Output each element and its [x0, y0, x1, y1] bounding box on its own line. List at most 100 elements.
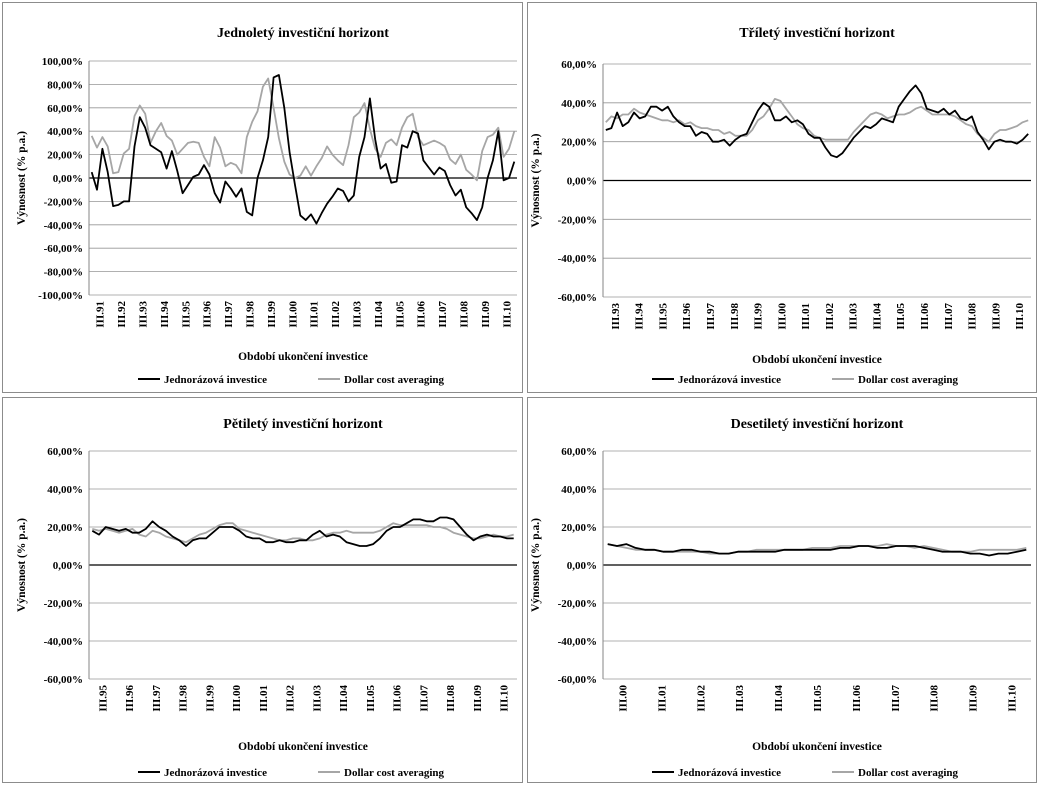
chart-svg: Tříletý investiční horizont 60,00% 40,00% 2… — [530, 26, 1031, 386]
chart-svg: Desetiletý investiční horizont 60,00% 40,0… — [530, 417, 1031, 779]
legend-label: Dollar cost averaging — [858, 767, 959, 779]
x-tick-label: III.03 — [734, 685, 746, 712]
x-tick-label: III.93 — [610, 303, 622, 330]
y-tick-label: 20,00% — [561, 137, 597, 149]
y-tick-label: 80,00% — [47, 79, 83, 91]
x-tick-label: III.09 — [968, 685, 980, 712]
chart-svg: Pětiletý investiční horizont 60,00% 40,00%… — [16, 417, 517, 779]
x-tick-label: III.04 — [871, 303, 883, 330]
x-axis-label: Období ukončení investice — [238, 351, 368, 363]
y-tick-label: -80,00% — [44, 267, 83, 279]
x-tick-label: III.04 — [338, 685, 350, 712]
x-tick-label: III.01 — [656, 685, 668, 712]
y-tick-label: -20,00% — [558, 214, 597, 226]
x-tick-label: III.91 — [95, 301, 107, 328]
x-tick-label: III.00 — [617, 685, 629, 712]
legend-label: Dollar cost averaging — [858, 374, 959, 386]
series-line-jednorazova — [607, 543, 1027, 557]
x-tick-label: III.03 — [311, 685, 323, 712]
x-tick-label: III.00 — [287, 301, 299, 328]
y-tick-label: -20,00% — [44, 196, 83, 208]
x-axis-label: Období ukončení investice — [238, 741, 368, 753]
chart-title: Desetiletý investiční horizont — [731, 417, 904, 432]
x-tick-label: III.95 — [180, 301, 192, 328]
chart-title: Jednoletý investiční horizont — [217, 26, 389, 41]
series-line-jednorazova — [605, 84, 1029, 159]
x-tick-label: III.98 — [178, 685, 190, 712]
x-tick-label: III.95 — [97, 685, 109, 712]
y-tick-label: 20,00% — [561, 522, 597, 534]
x-tick-label: III.99 — [266, 301, 278, 328]
x-tick-label: III.08 — [967, 303, 979, 330]
x-tick-label: III.05 — [394, 301, 406, 328]
x-tick-label: III.96 — [202, 301, 214, 328]
series-line-dca — [92, 522, 514, 544]
y-tick-label: 0,00% — [53, 173, 83, 185]
x-tick-label: III.10 — [1014, 303, 1026, 330]
y-tick-label: -60,00% — [558, 292, 597, 304]
x-tick-label: III.97 — [151, 685, 163, 712]
x-tick-label: III.06 — [392, 685, 404, 712]
chart-title: Tříletý investiční horizont — [739, 26, 895, 41]
x-tick-label: III.03 — [352, 301, 364, 328]
x-tick-label: III.09 — [480, 301, 492, 328]
x-tick-label: III.05 — [812, 685, 824, 712]
legend-label: Jednorázová investice — [678, 374, 781, 386]
y-tick-label: -60,00% — [44, 674, 83, 686]
y-tick-label: -60,00% — [44, 243, 83, 255]
legend-label: Dollar cost averaging — [344, 374, 445, 386]
x-tick-label: III.95 — [657, 303, 669, 330]
series-line-jednorazova — [90, 74, 516, 225]
y-tick-label: 20,00% — [47, 150, 83, 162]
y-axis-label: Výnosnost (% p.a.) — [530, 133, 542, 227]
x-tick-label: III.96 — [681, 303, 693, 330]
y-axis-label: Výnosnost (% p.a.) — [530, 518, 542, 612]
x-tick-label: III.01 — [800, 303, 812, 330]
legend-label: Jednorázová investice — [164, 374, 267, 386]
legend-label: Jednorázová investice — [678, 767, 781, 779]
x-tick-label: III.97 — [223, 301, 235, 328]
series-line-dca — [605, 98, 1029, 143]
chart-svg: Jednoletý investiční horizont 100,00% 80,0… — [16, 26, 517, 386]
series-line-dca — [90, 77, 516, 182]
x-tick-label: III.02 — [285, 685, 297, 712]
x-tick-label: III.97 — [705, 303, 717, 330]
x-tick-label: III.08 — [445, 685, 457, 712]
chart-panel-2: Tříletý investiční horizont 60,00% 40,00% 2… — [527, 2, 1037, 393]
x-tick-label: III.09 — [472, 685, 484, 712]
chart-panel-3: Pětiletý investiční horizont 60,00% 40,00%… — [2, 397, 523, 783]
x-tick-label: III.07 — [943, 303, 955, 330]
x-tick-label: III.99 — [204, 685, 216, 712]
y-axis-label: Výnosnost (% p.a.) — [16, 131, 28, 225]
y-tick-label: -40,00% — [558, 253, 597, 265]
y-tick-label: 40,00% — [47, 484, 83, 496]
x-tick-label: III.94 — [634, 303, 646, 330]
x-tick-label: III.93 — [138, 301, 150, 328]
x-tick-label: III.06 — [851, 685, 863, 712]
x-tick-label: III.04 — [773, 685, 785, 712]
x-tick-label: III.00 — [776, 303, 788, 330]
x-tick-label: III.05 — [895, 303, 907, 330]
y-tick-label: 60,00% — [561, 59, 597, 71]
y-tick-label: 0,00% — [567, 560, 597, 572]
x-tick-label: III.98 — [729, 303, 741, 330]
x-tick-label: III.99 — [753, 303, 765, 330]
y-tick-label: 0,00% — [53, 560, 83, 572]
y-tick-label: 60,00% — [47, 446, 83, 458]
x-tick-label: III.06 — [919, 303, 931, 330]
y-tick-label: -20,00% — [558, 598, 597, 610]
chart-panel-4: Desetiletý investiční horizont 60,00% 40,0… — [527, 397, 1037, 783]
x-tick-label: III.09 — [990, 303, 1002, 330]
y-tick-label: 40,00% — [561, 98, 597, 110]
y-tick-label: -40,00% — [44, 636, 83, 648]
x-tick-label: III.96 — [124, 685, 136, 712]
x-tick-label: III.10 — [501, 301, 513, 328]
y-tick-label: 100,00% — [42, 56, 83, 68]
x-axis-label: Období ukončení investice — [752, 354, 882, 366]
chart-title: Pětiletý investiční horizont — [223, 417, 383, 432]
x-tick-label: III.94 — [159, 301, 171, 328]
x-tick-label: III.08 — [929, 685, 941, 712]
y-tick-label: 20,00% — [47, 522, 83, 534]
y-tick-label: -100,00% — [38, 290, 83, 302]
x-tick-label: III.06 — [416, 301, 428, 328]
